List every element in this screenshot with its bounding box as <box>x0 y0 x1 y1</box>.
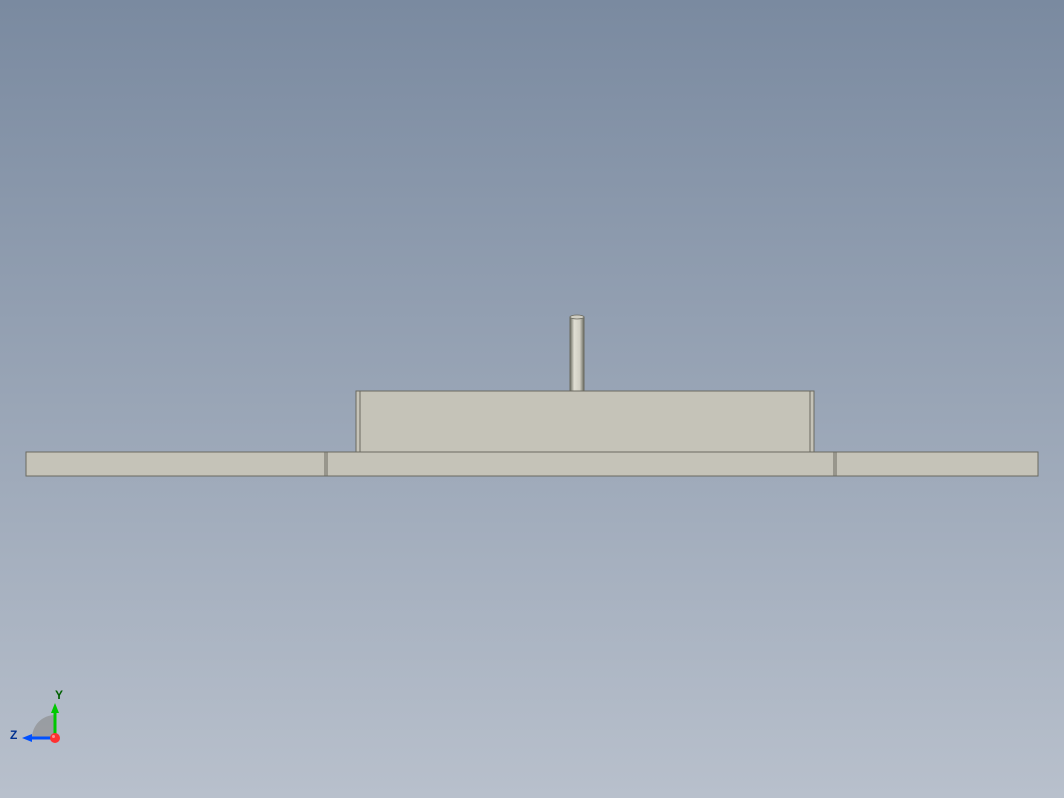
axis-triad[interactable]: Y Z <box>20 683 90 753</box>
z-axis-label: Z <box>10 728 17 742</box>
mid-block <box>356 391 814 452</box>
base-plate <box>26 452 1038 476</box>
cad-scene <box>0 0 1064 798</box>
cad-viewport[interactable]: Y Z <box>0 0 1064 798</box>
y-axis-label: Y <box>55 688 63 702</box>
origin-highlight <box>52 735 55 738</box>
pin <box>570 315 584 391</box>
x-axis-origin <box>50 733 60 743</box>
